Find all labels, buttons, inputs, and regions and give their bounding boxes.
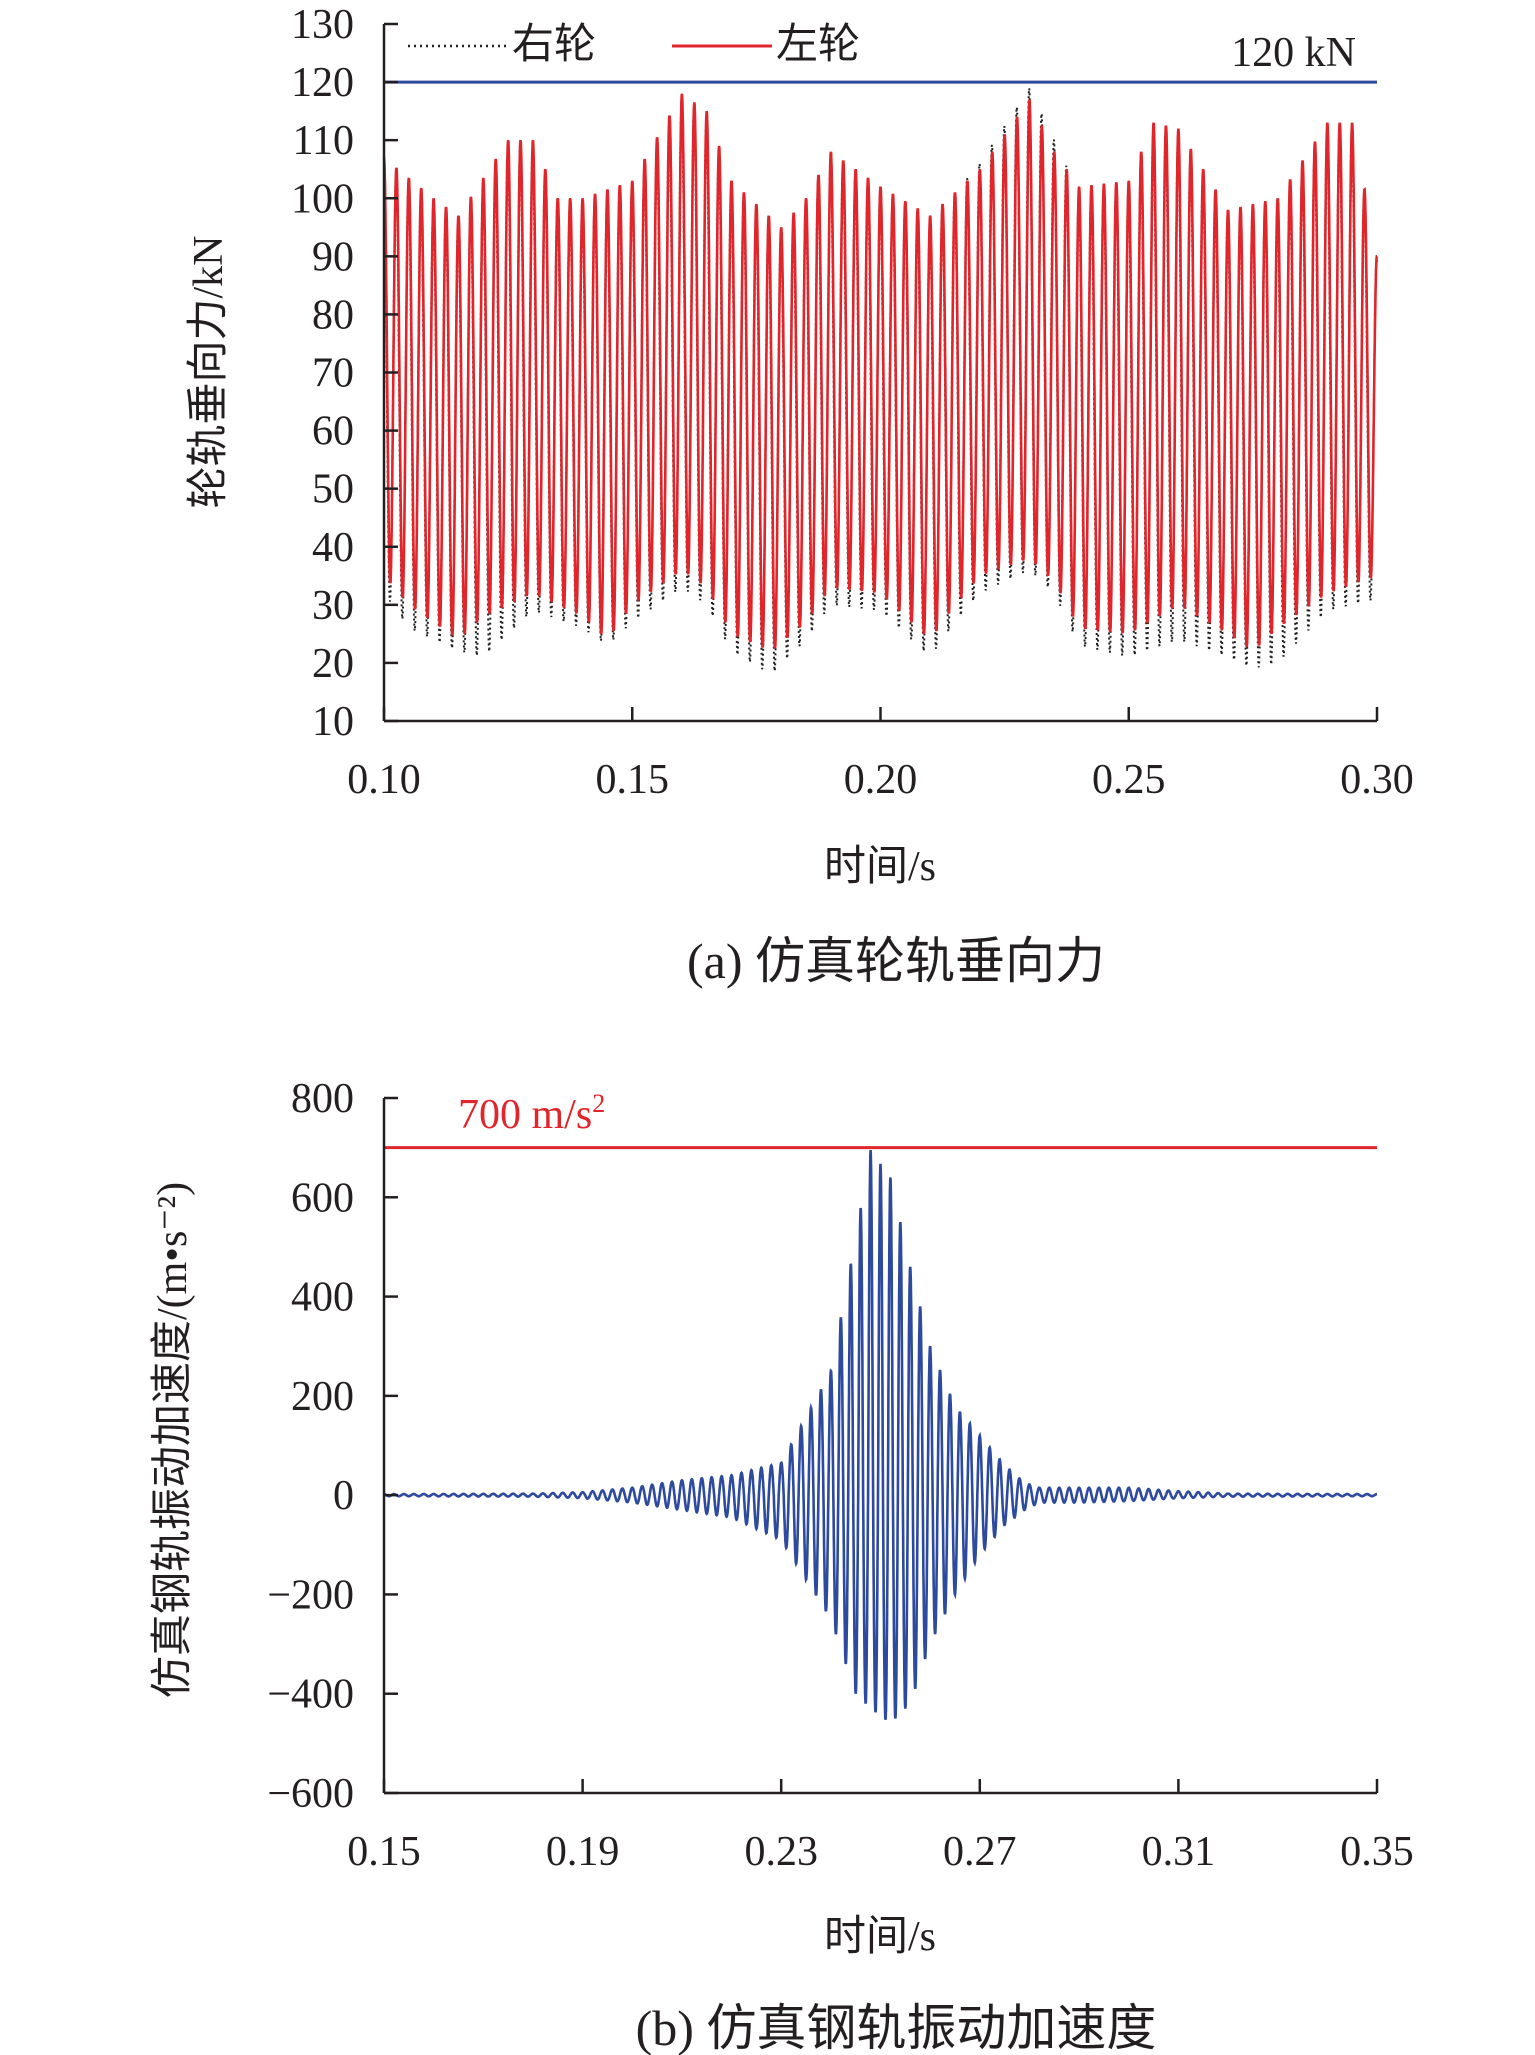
y-tick-label: 90 [312,234,354,280]
y-tick-label: 40 [312,525,354,571]
x-tick-label: 0.25 [1092,757,1166,803]
series-left-wheel-line [382,93,1379,649]
x-tick-label: 0.35 [1340,1829,1414,1875]
caption-a: (a) 仿真轮轨垂向力 [687,933,1105,989]
reference-label-b-text: 700 m/s [458,1092,592,1138]
axes-a: 10 20 30 40 50 60 70 80 90 100 110 120 130 0.10 0.15 0.… [291,2,1414,803]
x-axis-label-a: 时间/s [824,844,936,890]
y-tick-label: 80 [312,292,354,338]
plot-area-b [383,1146,1378,1720]
y-tick-label: 50 [312,467,354,513]
y-tick-label: 0 [333,1473,354,1519]
y-tick-label: −200 [267,1572,354,1618]
x-tick-label: 0.20 [844,757,918,803]
legend-right-wheel-label: 右轮 [512,22,596,68]
chart-a-vertical-force: 10 20 30 40 50 60 70 80 90 100 110 120 130 0.10 0.15 0.… [186,2,1414,989]
x-tick-label: 0.19 [546,1829,620,1875]
legend-a: 右轮 左轮 [408,22,860,68]
reference-line-label-a: 120 kN [1231,30,1356,76]
y-tick-label: 110 [293,118,354,164]
reference-line-label-b: 700 m/s2 [458,1089,605,1138]
y-tick-label: 600 [291,1175,354,1221]
caption-b: (b) 仿真钢轨振动加速度 [636,2000,1157,2055]
reference-label-b-sup: 2 [592,1089,605,1118]
chart-b-rail-acceleration: −600 −400 −200 0 200 400 600 800 0.15 0.19 0.23 0.2… [150,1076,1414,2055]
x-tick-label: 0.30 [1340,757,1414,803]
y-tick-label: −600 [267,1771,354,1817]
y-tick-label: 400 [291,1275,354,1321]
y-axis-label-a: 轮轨垂向力/kN [186,235,232,508]
x-tick-label: 0.15 [596,757,670,803]
x-axis-label-b: 时间/s [824,1914,936,1960]
series-acceleration-line [383,1150,1378,1720]
y-tick-label: 10 [312,699,354,745]
x-tick-label: 0.27 [943,1829,1017,1875]
y-axis-label-b: 仿真钢轨振动加速度/(m•s⁻²) [150,1182,196,1698]
x-tick-label: 0.10 [347,757,421,803]
plot-area-a [382,80,1379,672]
y-tick-label: 70 [312,351,354,397]
x-tick-label: 0.23 [744,1829,818,1875]
y-tick-label: 30 [312,583,354,629]
x-tick-label: 0.31 [1142,1829,1216,1875]
y-tick-label: 130 [291,2,354,48]
y-tick-label: 60 [312,409,354,455]
x-tick-label: 0.15 [347,1829,421,1875]
y-tick-label: 200 [291,1374,354,1420]
y-tick-label: −400 [267,1672,354,1718]
y-tick-label: 800 [291,1076,354,1122]
y-tick-label: 100 [291,176,354,222]
axes-b: −600 −400 −200 0 200 400 600 800 0.15 0.19 0.23 0.2… [267,1076,1413,1875]
legend-left-wheel-label: 左轮 [776,22,860,68]
y-tick-label: 20 [312,641,354,687]
y-tick-label: 120 [291,60,354,106]
